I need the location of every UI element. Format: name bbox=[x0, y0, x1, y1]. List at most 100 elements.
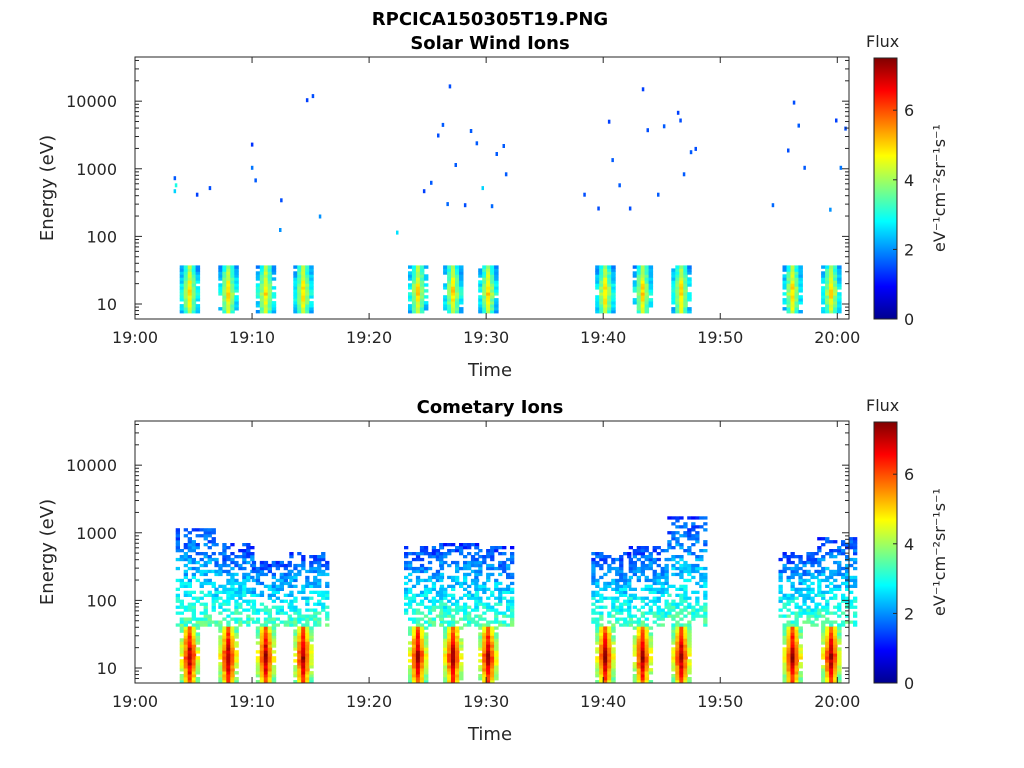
flux-cell bbox=[683, 534, 688, 538]
flux-cell bbox=[230, 674, 235, 678]
flux-cell bbox=[183, 546, 188, 550]
flux-cell bbox=[293, 644, 298, 648]
flux-cell bbox=[267, 280, 273, 284]
flux-cell bbox=[699, 605, 704, 609]
flux-cell bbox=[463, 572, 468, 577]
flux-cell bbox=[790, 572, 795, 577]
flux-cell bbox=[667, 540, 672, 544]
flux-cell bbox=[459, 677, 464, 681]
flux-cell bbox=[603, 295, 608, 299]
flux-cell bbox=[415, 301, 421, 305]
flux-cell bbox=[321, 602, 326, 606]
flux-cell bbox=[595, 650, 600, 654]
flux-cell bbox=[408, 277, 413, 281]
flux-cell bbox=[443, 659, 448, 663]
flux-cell bbox=[640, 566, 645, 571]
flux-cell bbox=[833, 638, 838, 642]
flux-cell bbox=[234, 662, 239, 666]
flux-cell bbox=[628, 623, 633, 627]
flux-cell bbox=[599, 599, 604, 603]
flux-cell bbox=[195, 668, 201, 672]
flux-cell bbox=[683, 674, 688, 678]
flux-cell bbox=[644, 629, 650, 633]
flux-cell bbox=[679, 265, 684, 269]
flux-cell bbox=[691, 575, 696, 580]
flux-cell bbox=[309, 277, 314, 281]
flux-cell bbox=[305, 310, 310, 314]
flux-cell bbox=[301, 650, 306, 654]
flux-cell bbox=[419, 283, 425, 287]
flux-cell bbox=[463, 581, 468, 586]
flux-cell bbox=[640, 674, 646, 678]
flux-cell bbox=[703, 617, 708, 621]
flux-cell bbox=[790, 680, 795, 684]
flux-cell bbox=[510, 590, 515, 594]
flux-cell bbox=[817, 614, 822, 618]
flux-cell bbox=[250, 557, 255, 562]
flux-cell bbox=[687, 271, 692, 275]
flux-cell bbox=[486, 668, 491, 672]
flux-cell bbox=[829, 310, 834, 314]
flux-cell bbox=[627, 608, 632, 612]
flux-cell bbox=[599, 680, 604, 684]
flux-cell bbox=[671, 680, 676, 684]
flux-cell bbox=[628, 587, 633, 591]
flux-cell bbox=[218, 271, 223, 275]
flux-cell bbox=[599, 659, 604, 663]
flux-cell bbox=[644, 668, 650, 672]
flux-cell bbox=[474, 572, 479, 577]
flux-cell bbox=[695, 566, 700, 571]
flux-cell bbox=[230, 647, 235, 651]
flux-cell bbox=[656, 581, 661, 586]
flux-cell bbox=[238, 587, 243, 591]
flux-cell bbox=[825, 665, 830, 669]
flux-cell bbox=[486, 656, 491, 660]
flux-cell bbox=[833, 611, 838, 615]
flux-cell bbox=[467, 593, 472, 597]
flux-cell bbox=[595, 286, 600, 290]
flux-cell bbox=[825, 677, 830, 681]
flux-cell bbox=[230, 662, 235, 666]
flux-cell bbox=[431, 575, 437, 580]
flux-cell bbox=[455, 304, 460, 308]
flux-cell bbox=[675, 602, 680, 606]
flux-cell bbox=[423, 569, 429, 574]
panel-title: Solar Wind Ions bbox=[410, 33, 569, 54]
flux-cell bbox=[599, 617, 604, 621]
flux-cell bbox=[447, 629, 452, 633]
flux-cell bbox=[656, 605, 661, 609]
flux-cell bbox=[794, 635, 799, 639]
flux-cell bbox=[794, 310, 799, 314]
flux-cell bbox=[435, 549, 441, 553]
flux-cell bbox=[849, 602, 854, 606]
flux-cell bbox=[786, 623, 791, 627]
flux-cell bbox=[510, 552, 515, 556]
flux-cell bbox=[218, 596, 223, 600]
y-tick-label: 10 bbox=[97, 659, 117, 678]
flux-cell bbox=[798, 286, 803, 290]
flux-cell bbox=[226, 298, 231, 302]
flux-cell bbox=[490, 659, 495, 663]
flux-point bbox=[618, 183, 621, 188]
flux-cell bbox=[419, 677, 425, 681]
flux-cell bbox=[786, 271, 791, 275]
flux-point bbox=[441, 122, 445, 127]
flux-cell bbox=[595, 623, 600, 627]
flux-cell bbox=[786, 656, 791, 660]
flux-cell bbox=[455, 575, 460, 580]
flux-cell bbox=[305, 575, 310, 580]
flux-cell bbox=[486, 286, 491, 290]
flux-point bbox=[803, 165, 806, 170]
flux-cell bbox=[782, 298, 787, 302]
flux-cell bbox=[199, 557, 204, 562]
flux-cell bbox=[603, 555, 608, 559]
flux-cell bbox=[226, 572, 231, 577]
flux-cell bbox=[451, 549, 456, 553]
flux-cell bbox=[591, 617, 596, 621]
flux-cell bbox=[607, 647, 612, 651]
flux-cell bbox=[419, 304, 425, 308]
flux-cell bbox=[226, 668, 231, 672]
flux-cell bbox=[419, 662, 425, 666]
flux-cell bbox=[490, 674, 495, 678]
flux-cell bbox=[427, 611, 433, 615]
